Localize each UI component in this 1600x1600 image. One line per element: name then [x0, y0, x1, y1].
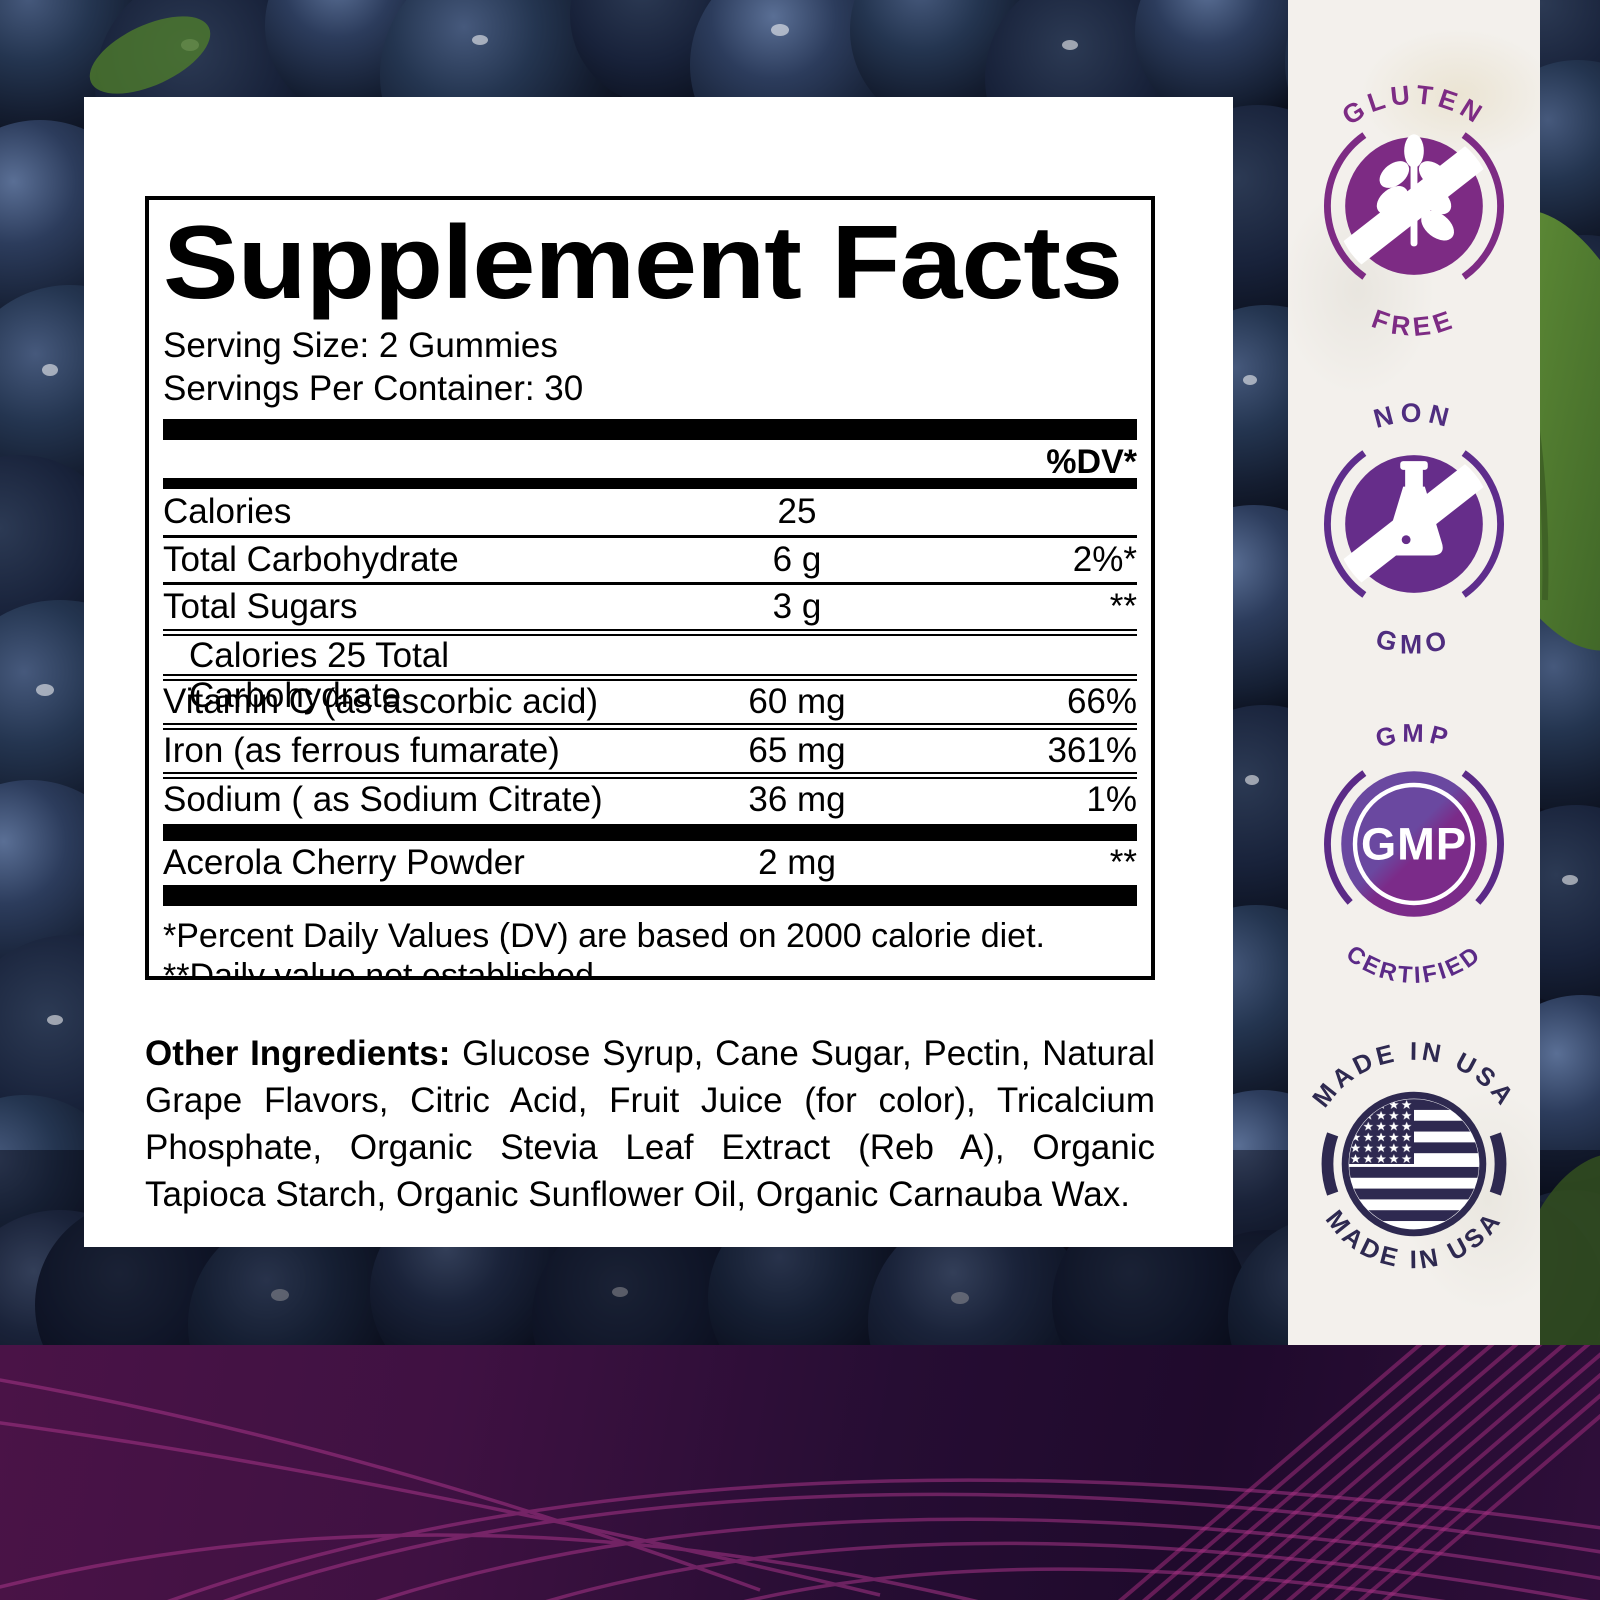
other-ingredients-label: Other Ingredients: — [145, 1034, 451, 1073]
table-row: Vitamin C (as ascorbic acid) 60 mg 66% — [163, 681, 1137, 723]
gmp-center-text: GMP — [1361, 819, 1467, 870]
facts-table: Supplement Facts Serving Size: 2 Gummies… — [145, 196, 1155, 980]
row-name: Total Sugars — [163, 587, 358, 627]
table-row: Calories 25 — [163, 489, 1137, 535]
double-rule — [163, 674, 1137, 682]
made-in-usa-badge: MADE IN USA MADE IN USA — [1296, 1038, 1532, 1282]
dv-header: %DV* — [1046, 443, 1137, 482]
thin-rule — [163, 582, 1137, 586]
badge-top-text: GLUTEN — [1337, 79, 1487, 131]
badge-bottom-text: GMO — [1373, 623, 1450, 659]
table-row: Calories 25 Total Carbohydrate — [163, 636, 1137, 715]
row-dv: 66% — [1066, 682, 1137, 722]
table-row: Total Carbohydrate 6 g 2%* — [163, 538, 1137, 582]
table-row: Total Sugars 3 g ** — [163, 585, 1137, 629]
supplement-facts-panel: Supplement Facts Serving Size: 2 Gummies… — [84, 97, 1233, 1247]
badge-top-text: NON — [1370, 398, 1451, 434]
row-name: Vitamin C (as ascorbic acid) — [163, 682, 599, 722]
row-amount: 65 mg — [748, 731, 846, 771]
thick-rule — [163, 419, 1137, 441]
row-name: Acerola Cherry Powder — [163, 843, 525, 883]
row-name: Sodium ( as Sodium Citrate) — [163, 780, 603, 820]
table-row: Sodium ( as Sodium Citrate) 36 mg 1% — [163, 779, 1137, 821]
gmp-certified-badge: GMP GMP CERTIFIED — [1296, 720, 1532, 989]
thick-rule — [163, 885, 1137, 907]
footnote-not-established: **Daily value not established. — [163, 957, 604, 980]
row-dv: ** — [1109, 843, 1137, 883]
facts-title: Supplement Facts — [163, 205, 1123, 321]
double-rule — [163, 723, 1137, 731]
double-rule — [163, 629, 1137, 637]
svg-text:FREE: FREE — [1368, 304, 1460, 343]
svg-text:NON: NON — [1370, 398, 1457, 434]
svg-text:GMO: GMO — [1373, 623, 1456, 659]
svg-text:GLUTEN: GLUTEN — [1337, 79, 1492, 131]
gmp-seal-icon: GMP GMP CERTIFIED — [1324, 720, 1504, 989]
row-name: Calories 25 Total Carbohydrate — [189, 636, 450, 716]
serving-size: Serving Size: 2 Gummies — [163, 326, 558, 366]
row-amount: 6 g — [772, 540, 822, 580]
row-dv: 361% — [1047, 731, 1137, 771]
banner-wave-decor — [0, 1345, 1600, 1600]
row-amount: 36 mg — [748, 780, 846, 820]
row-amount: 3 g — [772, 587, 822, 627]
thick-rule — [163, 824, 1137, 842]
row-name: Iron (as ferrous fumarate) — [163, 731, 560, 771]
flask-crossed-icon: NON GMO — [1323, 398, 1505, 660]
row-amount: 25 — [777, 492, 817, 532]
medium-rule — [163, 478, 1137, 490]
other-ingredients: Other Ingredients: Glucose Syrup, Cane S… — [145, 1030, 1155, 1218]
table-row: Iron (as ferrous fumarate) 65 mg 361% — [163, 730, 1137, 772]
badge-strip: GLUTEN FREE — [1288, 0, 1540, 1345]
row-amount: 2 mg — [758, 843, 836, 883]
footnote-dv: *Percent Daily Values (DV) are based on … — [163, 917, 1045, 956]
bottom-banner: NO SOY NO ARTIFICIAL FLAVORS — [0, 1345, 1600, 1600]
row-name: Calories — [163, 492, 292, 532]
double-rule — [163, 772, 1137, 780]
row-dv: 2%* — [1072, 540, 1137, 580]
usa-flag-icon: MADE IN USA MADE IN USA — [1307, 1038, 1516, 1275]
gluten-free-badge: GLUTEN FREE — [1296, 79, 1532, 342]
svg-text:GMP: GMP — [1373, 720, 1455, 754]
flask-glyph — [1385, 461, 1443, 556]
svg-text:CERTIFIED: CERTIFIED — [1341, 941, 1487, 989]
other-ingredients-text: Glucose Syrup, Cane Sugar, Pectin, Natur… — [145, 1034, 1155, 1214]
badge-bottom-text: CERTIFIED — [1341, 941, 1484, 989]
servings-per-container: Servings Per Container: 30 — [163, 369, 584, 409]
row-name: Total Carbohydrate — [163, 540, 459, 580]
badge-bottom-text: FREE — [1368, 304, 1455, 343]
thin-rule — [163, 535, 1137, 539]
badge-top-text: GMP — [1373, 720, 1450, 754]
table-row: Acerola Cherry Powder 2 mg ** — [163, 841, 1137, 885]
row-dv: ** — [1109, 587, 1137, 627]
row-dv: 1% — [1086, 780, 1137, 820]
wheat-crossed-icon: GLUTEN FREE — [1323, 79, 1505, 342]
non-gmo-badge: NON GMO — [1296, 398, 1532, 660]
row-amount: 60 mg — [748, 682, 846, 722]
